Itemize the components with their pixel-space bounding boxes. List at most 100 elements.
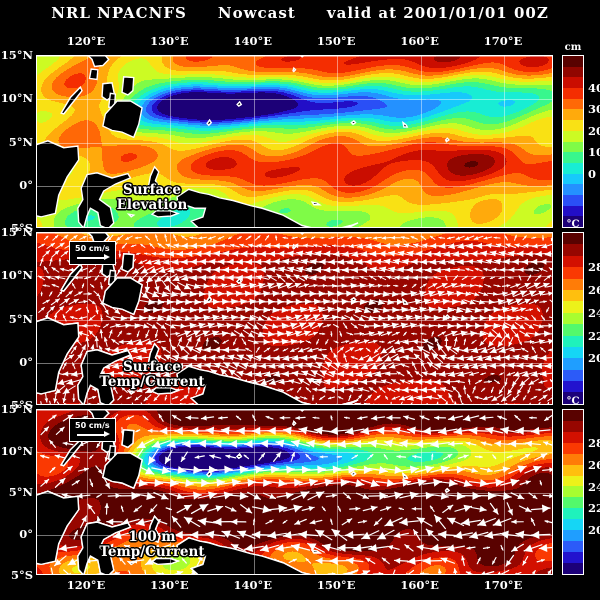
latitude-tick-15: 15°N xyxy=(0,225,33,239)
surface-temp-current-field xyxy=(37,233,552,404)
colorbar-tick-26: 26 xyxy=(588,283,600,297)
colorbar-tick-24: 24 xyxy=(588,305,600,320)
colorbar-segment xyxy=(563,278,583,290)
colorbar-segment xyxy=(563,233,583,245)
panel-depth100-temp-current[interactable]: 50 cm/s 100 m Temp/Current xyxy=(36,409,553,575)
colorbar-segment xyxy=(563,120,583,131)
colorbar-segment xyxy=(563,369,583,382)
vector-key-arrow-icon xyxy=(75,254,110,261)
latitude-tick-10: 10°N xyxy=(0,268,33,283)
vector-key-label: 50 cm/s xyxy=(75,244,110,253)
longitude-tick-170: 170°E xyxy=(483,34,523,48)
colorbar-segment xyxy=(563,173,583,185)
colorbar-segment xyxy=(563,312,583,325)
colorbar-segment xyxy=(563,324,583,336)
longitude-tick-120: 120°E xyxy=(66,578,106,592)
colorbar-segment xyxy=(563,497,583,509)
surface-temp-colorbar xyxy=(562,232,584,405)
figure-title: NRL NPACNFS Nowcast valid at 2001/01/01 … xyxy=(51,4,549,22)
latitude-tick-15: 15°N xyxy=(0,48,33,62)
latitude-tick-15: 15°N xyxy=(0,402,33,416)
panel-label-surface-elevation: Surface Elevation xyxy=(116,182,188,213)
vector-key-arrow-icon xyxy=(75,431,110,438)
latitude-tick-0: 0° xyxy=(19,177,33,192)
panel-label-depth100-temp-current: 100 m Temp/Current xyxy=(99,529,205,560)
colorbar-segment xyxy=(563,442,583,454)
latitude-tick-0: 0° xyxy=(19,354,33,369)
latitude-tick-10: 10°N xyxy=(0,443,33,458)
latitude-tick--5: 5°S xyxy=(10,221,33,235)
colorbar-segment xyxy=(563,301,583,313)
longitude-tick-130: 130°E xyxy=(150,34,189,48)
colorbar-unit-degc-100m: °C xyxy=(566,396,580,407)
colorbar-segment xyxy=(563,508,583,520)
latitude-tick--5: 5°S xyxy=(10,568,33,582)
colorbar-segment xyxy=(563,130,583,142)
colorbar-segment xyxy=(563,244,583,256)
longitude-tick-160: 160°E xyxy=(400,34,439,48)
latitude-axis-panel-2: 15°N 10°N 5°N 0° 5°S xyxy=(0,225,33,412)
colorbar-segment xyxy=(563,267,583,279)
colorbar-segment xyxy=(563,551,583,563)
panel-surface-elevation[interactable]: Surface Elevation xyxy=(36,55,553,228)
latitude-axis-panel-1: 15°N 10°N 5°N 0° 5°S xyxy=(0,48,33,235)
elevation-colorbar xyxy=(562,55,584,228)
vector-key-label: 50 cm/s xyxy=(75,421,110,430)
colorbar-unit-degc-surface: °C xyxy=(566,219,580,230)
colorbar-segment xyxy=(563,541,583,552)
colorbar-tick-30: 30 xyxy=(588,102,600,117)
longitude-axis-top: 120°E 130°E 140°E 150°E 160°E 170°E xyxy=(0,34,600,50)
colorbar-segment xyxy=(563,392,583,404)
longitude-tick-140: 140°E xyxy=(233,578,273,592)
latitude-tick-10: 10°N xyxy=(0,91,33,106)
colorbar-segment xyxy=(563,77,583,89)
latitude-axis-panel-3: 15°N 10°N 5°N 0° 5°S xyxy=(0,402,33,582)
colorbar-segment xyxy=(563,205,583,217)
surface-elevation-field xyxy=(37,56,552,227)
longitude-tick-140: 140°E xyxy=(233,34,273,48)
colorbar-segment xyxy=(563,562,583,574)
colorbar-tick-22: 22 xyxy=(588,501,600,516)
colorbar-segment xyxy=(563,486,583,498)
colorbar-tick-20: 20 xyxy=(588,123,600,138)
latitude-tick-0: 0° xyxy=(19,526,33,541)
longitude-tick-150: 150°E xyxy=(316,34,356,48)
colorbar-segment xyxy=(563,141,583,153)
colorbar-tick-22: 22 xyxy=(588,328,600,343)
colorbar-tick-26: 26 xyxy=(588,457,600,472)
colorbar-tick-10: 10 xyxy=(588,145,600,160)
vector-scale-key-100m: 50 cm/s xyxy=(69,418,116,442)
colorbar-segment xyxy=(563,381,583,393)
panel-label-surface-temp-current: Surface Temp/Current xyxy=(99,359,205,390)
colorbar-segment xyxy=(563,255,583,268)
latitude-tick-5: 5°N xyxy=(8,485,33,499)
longitude-axis-bottom: 120°E 130°E 140°E 150°E 160°E 170°E xyxy=(0,578,600,594)
colorbar-segment xyxy=(563,358,583,370)
colorbar-segment xyxy=(563,152,583,163)
colorbar-segment xyxy=(563,431,583,443)
latitude-tick-5: 5°N xyxy=(8,311,33,326)
colorbar-segment xyxy=(563,56,583,67)
panel-surface-temp-current[interactable]: 50 cm/s Surface Temp/Current xyxy=(36,232,553,405)
colorbar-segment xyxy=(563,410,583,421)
colorbar-segment xyxy=(563,98,583,110)
colorbar-tick-20: 20 xyxy=(588,523,600,538)
colorbar-segment xyxy=(563,475,583,487)
colorbar-tick-20: 20 xyxy=(588,351,600,366)
longitude-tick-120: 120°E xyxy=(66,34,106,48)
colorbar-tick-40: 40 xyxy=(588,81,600,96)
colorbar-segment xyxy=(563,109,583,121)
colorbar-segment xyxy=(563,162,583,174)
depth100-temp-current-field xyxy=(37,410,552,574)
colorbar-segment xyxy=(563,289,583,302)
depth100-temp-colorbar xyxy=(562,409,584,575)
colorbar-segment xyxy=(563,88,583,99)
vector-scale-key-surface: 50 cm/s xyxy=(69,241,116,265)
longitude-tick-160: 160°E xyxy=(400,578,439,592)
colorbar-segment xyxy=(563,66,583,78)
colorbar-segment xyxy=(563,335,583,347)
latitude-tick-5: 5°N xyxy=(8,134,33,149)
colorbar-tick-0: 0 xyxy=(588,166,597,181)
colorbar-segment xyxy=(563,420,583,432)
